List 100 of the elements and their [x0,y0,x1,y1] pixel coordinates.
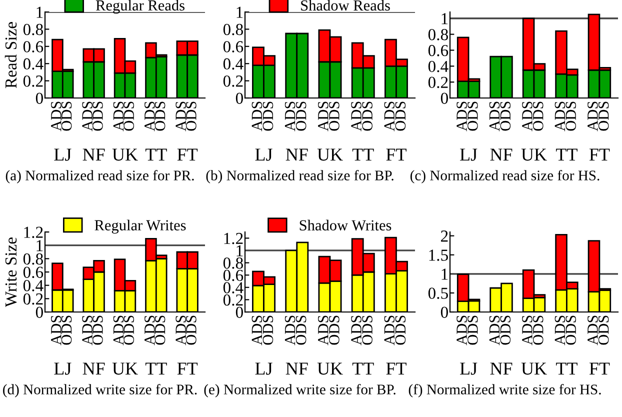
x-tick-label: ADS [351,316,362,346]
x-tick-label: ODS [92,102,103,131]
text: TT [352,148,374,161]
x-tick-label: ODS [598,102,609,131]
y-tick-label: 0 [440,92,448,104]
text: UK [317,148,343,161]
text: (d) Normalized write size for PR. [3,384,197,398]
y-tick-label: 1 [236,6,243,18]
y-tick-label: 1 [36,240,43,252]
y-tick-label: 0.8 [223,257,243,269]
y-tick-label: 0 [36,306,43,318]
x-tick-label: ADS [588,102,598,132]
text: TT [556,148,578,161]
x-tick-label: ADS [489,316,500,346]
y-tick-label: 0.8 [223,24,243,36]
y-tick-label: 1 [442,13,448,24]
x-tick-label: ADS [51,316,62,346]
x-tick-label: ODS [92,316,103,345]
y-tick-label: 0.6 [223,270,244,282]
x-tick-label: ODS [296,316,306,345]
x-tick-label: ODS [124,102,134,131]
y-tick-label: 1.5 [429,250,448,261]
x-tick-label: ODS [154,102,166,131]
x-tick-label: ADS [318,102,328,132]
y-tick-label: 0.2 [223,76,243,87]
text: NF [286,362,308,375]
x-tick-label: ODS [500,316,511,345]
text: LJ [255,362,272,375]
text: TT [145,362,167,375]
text: TT [352,362,374,375]
x-tick-label: ADS [456,316,467,346]
x-tick-label: ODS [468,316,478,345]
x-tick-label: ADS [51,102,62,132]
text: UK [112,362,138,375]
text: NF [82,362,105,375]
y-tick-label: 1.2 [224,232,243,244]
x-tick-label: ADS [489,102,500,132]
legend-label: Regular Writes [94,220,186,234]
text: LJ [255,148,272,161]
y-axis-title: Read Size [4,22,17,88]
text: NF [286,148,308,161]
y-tick-label: 0 [236,92,243,104]
legend-label: Regular Reads [96,0,184,14]
y-tick-label: 0.4 [223,282,244,294]
x-tick-label: ODS [61,316,72,345]
x-tick-label: ODS [329,316,340,345]
y-tick-label: 1 [236,245,243,256]
x-tick-label: ODS [533,316,544,345]
x-tick-label: ODS [296,102,306,131]
y-tick-label: 0.2 [23,76,43,87]
y-tick-label: 0 [440,306,448,318]
x-tick-label: ADS [588,316,598,346]
text: TT [556,362,578,375]
x-tick-label: ODS [61,102,72,131]
x-tick-label: ADS [284,316,296,346]
y-tick-label: 1.2 [24,226,43,238]
x-tick-label: ODS [186,316,196,345]
x-tick-label: ODS [395,316,406,345]
x-tick-label: ADS [284,102,296,132]
x-tick-label: ODS [566,316,576,345]
y-tick-label: 0.6 [23,266,44,278]
y-tick-label: 0.4 [428,60,448,72]
x-tick-label: ADS [384,316,395,346]
text: FT [589,148,610,161]
text: UK [521,148,547,161]
text: LJ [460,148,478,161]
text: FT [589,362,610,375]
series-label: Shadow Writes [300,220,392,231]
text: LJ [54,362,72,375]
x-tick-label: ADS [522,102,532,132]
x-tick-label: ADS [252,316,262,346]
text: FT [386,148,406,161]
y-tick-label: 0.8 [428,28,448,40]
text: LJ [54,148,72,161]
x-tick-label: ADS [554,316,566,346]
x-tick-label: ODS [500,102,511,131]
x-tick-label: ADS [252,102,262,132]
x-tick-label: ADS [176,102,186,132]
x-tick-label: ODS [329,102,340,131]
text: NF [490,148,512,161]
text: FT [386,362,406,375]
y-tick-label: 0.2 [428,76,448,88]
y-tick-label: 0.4 [23,58,44,70]
text: (c) Normalized read size for HS. [410,170,600,184]
y-tick-label: 0.6 [223,41,244,52]
text: (b) Normalized read size for BP. [206,170,394,184]
text: NF [82,148,105,161]
x-tick-label: ODS [362,102,372,131]
y-tick-label: 0.6 [23,41,44,52]
y-tick-label: 0.4 [23,280,44,292]
text: (a) Normalized read size for PR. [6,170,194,184]
text: UK [317,362,343,375]
y-tick-label: 0 [236,306,243,318]
text: UK [521,362,547,375]
x-tick-label: ODS [362,316,372,345]
x-tick-label: ODS [262,102,274,131]
x-tick-label: ADS [113,102,124,132]
y-axis-title: Write Size [5,238,17,308]
text: TT [145,148,167,161]
x-tick-label: ODS [154,316,166,345]
